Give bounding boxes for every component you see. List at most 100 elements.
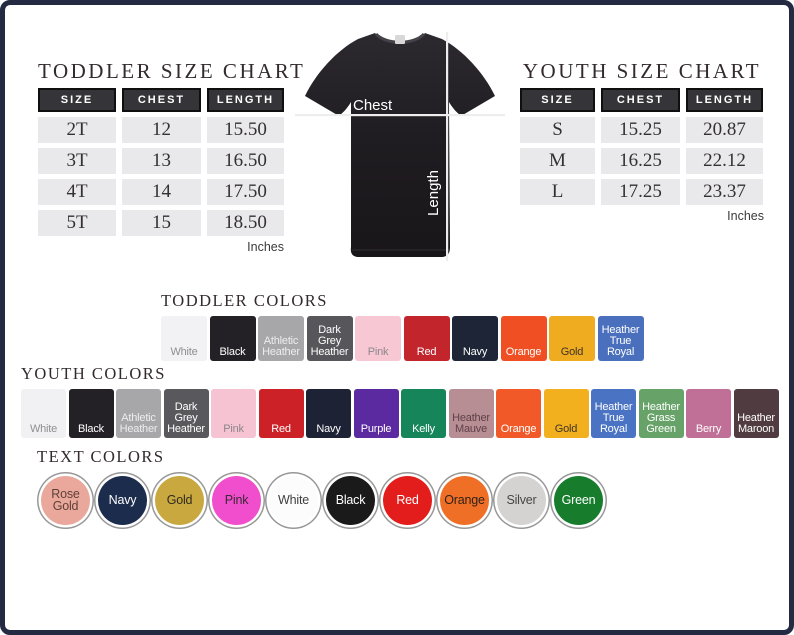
circle-label: Red bbox=[396, 492, 419, 507]
color-swatch-pink: Pink bbox=[211, 389, 256, 438]
color-swatch-black: Black bbox=[68, 389, 114, 438]
circle-label: Orange bbox=[444, 492, 485, 507]
size-cell: S bbox=[520, 117, 595, 143]
swatch-label: Orange bbox=[505, 346, 542, 358]
size-cell: 3T bbox=[38, 148, 116, 174]
size-cell: L bbox=[520, 179, 595, 205]
toddler-size-table: SIZE CHEST LENGTH 2T 12 15.50 3T 13 16.50 4T 14 17.… bbox=[38, 88, 284, 236]
swatch-label: Heather True Royal bbox=[594, 401, 633, 435]
toddler-units-label: Inches bbox=[247, 240, 284, 254]
youth-colors-section: YOUTH COLORS White Black Athletic Heather D… bbox=[21, 364, 779, 438]
circle-label: White bbox=[278, 492, 309, 507]
color-swatch-navy: Navy bbox=[306, 389, 351, 438]
swatch-label: Dark Grey Heather bbox=[167, 401, 205, 435]
circle-label: Green bbox=[561, 492, 596, 507]
swatch-label: Orange bbox=[500, 423, 537, 435]
swatch-label: Navy bbox=[462, 346, 488, 358]
color-swatch-athletic-heather: Athletic Heather bbox=[258, 316, 304, 361]
size-cell: M bbox=[520, 148, 595, 174]
swatch-label: Dark Grey Heather bbox=[310, 324, 349, 358]
swatch-label: Heather Mauve bbox=[452, 412, 490, 435]
color-swatch-heather-true-royal: Heather True Royal bbox=[591, 389, 636, 438]
toddler-colors-section: TODDLER COLORS White Black Athletic Heathe… bbox=[161, 291, 644, 361]
text-colors-title: TEXT COLORS bbox=[37, 447, 165, 466]
tshirt-illustration: Chest Length bbox=[295, 32, 505, 261]
size-cell: 20.87 bbox=[686, 117, 763, 143]
color-swatch-purple: Purple bbox=[353, 389, 399, 438]
color-swatch-orange: Orange bbox=[496, 389, 541, 438]
color-swatch-white: White bbox=[161, 316, 207, 361]
color-swatch-navy: Navy bbox=[452, 316, 498, 361]
text-color-circle-orange: Orange bbox=[440, 476, 489, 525]
size-cell: 16.50 bbox=[207, 148, 284, 174]
swatch-label: Heather True Royal bbox=[601, 324, 640, 358]
circle-label: Rose Gold bbox=[51, 486, 80, 513]
youth-size-chart: YOUTH SIZE CHART SIZE CHEST LENGTH S 15.25 20… bbox=[520, 59, 764, 223]
collar-tag bbox=[395, 35, 405, 44]
color-swatch-athletic-heather: Athletic Heather bbox=[116, 389, 161, 438]
toddler-swatch-row: White Black Athletic Heather Dark Grey Heat… bbox=[161, 316, 644, 361]
color-swatch-heather-mauve: Heather Mauve bbox=[448, 389, 494, 438]
size-cell: 15.50 bbox=[207, 117, 284, 143]
youth-colors-title: YOUTH COLORS bbox=[21, 364, 166, 383]
color-swatch-kelly: Kelly bbox=[401, 389, 446, 438]
tshirt-body bbox=[305, 33, 495, 257]
length-label: Length bbox=[425, 170, 442, 216]
swatch-label: Heather Maroon bbox=[737, 412, 775, 435]
swatch-label: Berry bbox=[695, 423, 722, 435]
text-color-circle-gold: Gold bbox=[155, 476, 204, 525]
size-cell: 16.25 bbox=[601, 148, 680, 174]
color-swatch-heather-true-royal: Heather True Royal bbox=[597, 316, 644, 361]
size-cell: 15 bbox=[122, 210, 201, 236]
color-swatch-orange: Orange bbox=[500, 316, 547, 361]
color-swatch-dark-grey-heather: Dark Grey Heather bbox=[306, 316, 353, 361]
swatch-label: White bbox=[29, 423, 58, 435]
column-header-chest: CHEST bbox=[601, 88, 680, 112]
swatch-label: Gold bbox=[560, 346, 584, 358]
length-measure-line bbox=[446, 32, 449, 261]
youth-units-label: Inches bbox=[727, 209, 764, 223]
color-swatch-white: White bbox=[21, 389, 66, 438]
size-cell: 17.50 bbox=[207, 179, 284, 205]
color-swatch-red: Red bbox=[403, 316, 450, 361]
swatch-label: Red bbox=[271, 423, 291, 435]
color-swatch-red: Red bbox=[258, 389, 304, 438]
size-cell: 12 bbox=[122, 117, 201, 143]
text-color-circle-black: Black bbox=[326, 476, 375, 525]
swatch-label: Pink bbox=[367, 346, 389, 358]
toddler-chart-title: TODDLER SIZE CHART bbox=[38, 59, 306, 83]
swatch-label: Purple bbox=[360, 423, 392, 435]
chest-measure-line bbox=[295, 114, 505, 117]
column-header-size: SIZE bbox=[520, 88, 595, 112]
swatch-label: White bbox=[170, 346, 198, 358]
text-color-circle-red: Red bbox=[383, 476, 432, 525]
column-header-size: SIZE bbox=[38, 88, 116, 112]
color-swatch-dark-grey-heather: Dark Grey Heather bbox=[163, 389, 209, 438]
swatch-label: Pink bbox=[223, 423, 244, 435]
color-swatch-heather-grass-green: Heather Grass Green bbox=[638, 389, 684, 438]
size-cell: 17.25 bbox=[601, 179, 680, 205]
size-cell: 5T bbox=[38, 210, 116, 236]
column-header-length: LENGTH bbox=[686, 88, 763, 112]
swatch-label: Navy bbox=[316, 423, 341, 435]
chest-label: Chest bbox=[353, 97, 393, 114]
color-swatch-gold: Gold bbox=[549, 316, 595, 361]
color-swatch-berry: Berry bbox=[686, 389, 731, 438]
swatch-label: Heather Grass Green bbox=[642, 401, 680, 435]
circle-label: Navy bbox=[108, 492, 137, 507]
swatch-label: Red bbox=[416, 346, 437, 358]
size-cell: 23.37 bbox=[686, 179, 763, 205]
column-header-length: LENGTH bbox=[207, 88, 284, 112]
size-cell: 18.50 bbox=[207, 210, 284, 236]
youth-chart-title: YOUTH SIZE CHART bbox=[522, 59, 762, 83]
size-cell: 2T bbox=[38, 117, 116, 143]
text-color-circle-silver: Silver bbox=[497, 476, 546, 525]
circle-label: Pink bbox=[224, 492, 249, 507]
circle-label: Silver bbox=[506, 492, 537, 507]
youth-size-table: SIZE CHEST LENGTH S 15.25 20.87 M 16.25 22.12 L 17… bbox=[520, 88, 764, 205]
size-cell: 15.25 bbox=[601, 117, 680, 143]
swatch-label: Black bbox=[78, 423, 104, 435]
circle-label: Gold bbox=[166, 492, 193, 507]
size-cell: 4T bbox=[38, 179, 116, 205]
